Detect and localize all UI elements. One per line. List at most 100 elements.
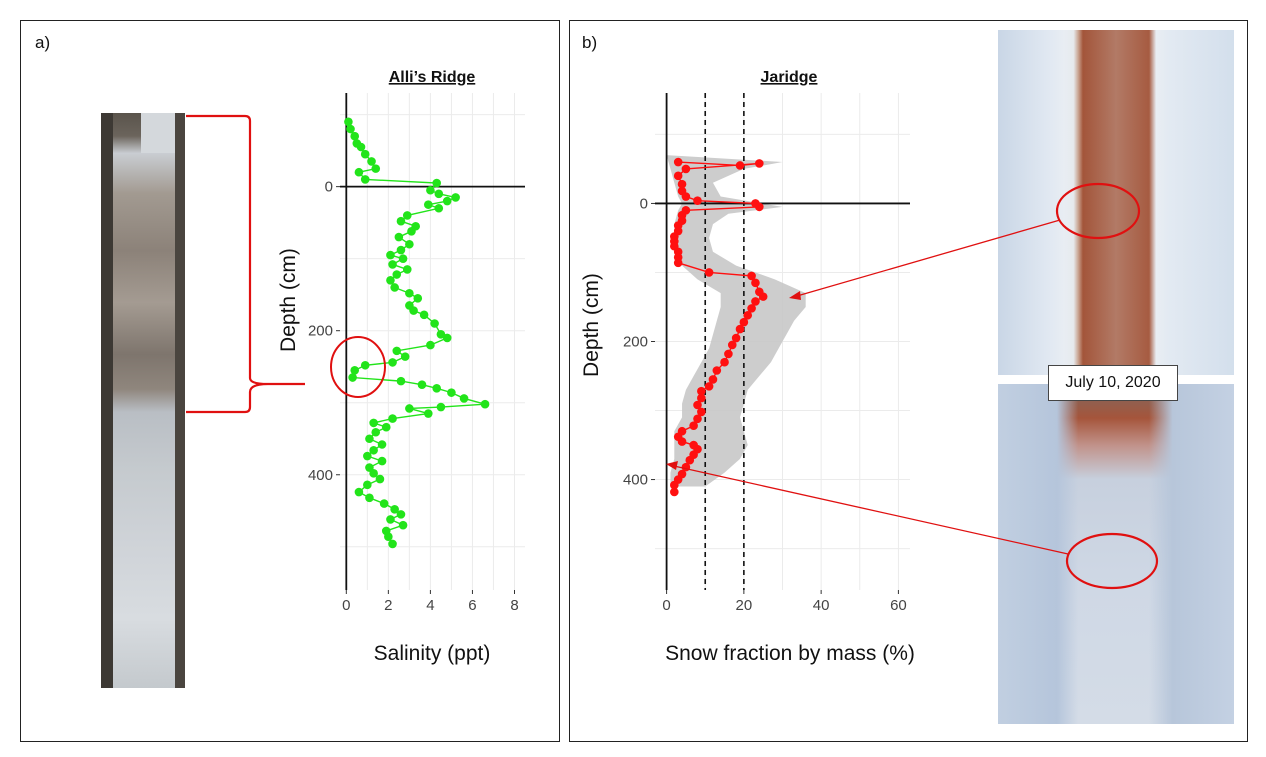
data-point — [354, 167, 364, 177]
data-point — [363, 480, 372, 490]
x-tick-label: 0 — [342, 597, 350, 614]
data-point — [670, 480, 679, 490]
x-tick-label: 4 — [426, 597, 434, 614]
data-point — [413, 293, 423, 303]
data-point — [396, 216, 406, 226]
chart-title: Alli’s Ridge — [389, 69, 476, 86]
data-point — [681, 192, 691, 201]
data-point — [442, 333, 452, 343]
x-tick-label: 6 — [468, 597, 476, 614]
y-tick-label: 200 — [308, 323, 333, 340]
data-point — [396, 510, 406, 519]
data-point — [402, 265, 412, 274]
data-point — [735, 161, 745, 170]
field-core-photo-bottom — [998, 384, 1234, 724]
data-point — [673, 171, 683, 181]
data-point — [697, 386, 706, 396]
data-point — [350, 366, 360, 375]
data-point — [356, 142, 366, 152]
arrow-line-top — [796, 219, 1061, 297]
data-point — [693, 414, 702, 424]
data-point — [386, 515, 395, 524]
data-point — [673, 258, 683, 268]
data-point — [755, 159, 764, 168]
data-point — [400, 352, 410, 361]
data-point — [398, 254, 408, 263]
data-point — [360, 360, 370, 370]
y-axis-label: Depth (cm) — [580, 273, 603, 377]
data-point — [693, 400, 702, 410]
x-tick-label: 20 — [736, 597, 753, 614]
data-point — [402, 211, 412, 220]
data-point — [704, 382, 714, 391]
panel-label-a: a) — [35, 33, 51, 52]
y-axis-label: Depth (cm) — [277, 248, 300, 352]
data-point — [423, 409, 433, 418]
data-point — [423, 200, 433, 209]
data-point — [375, 474, 385, 484]
data-point — [436, 329, 446, 339]
data-point — [720, 357, 729, 367]
data-point — [405, 288, 414, 298]
data-point — [392, 270, 402, 279]
data-point — [442, 196, 452, 206]
data-point — [365, 493, 374, 503]
data-point — [459, 394, 469, 403]
data-point — [386, 250, 395, 260]
x-tick-label: 40 — [813, 597, 830, 614]
data-point — [434, 203, 444, 213]
y-tick-label: 0 — [325, 179, 333, 196]
data-point — [398, 520, 408, 530]
photo-circle-top — [1055, 182, 1141, 240]
photo-circle-bottom — [1065, 532, 1159, 590]
data-point — [346, 124, 355, 134]
data-point — [708, 375, 718, 384]
data-point — [747, 271, 756, 281]
data-point — [693, 196, 702, 205]
data-point — [348, 373, 357, 382]
data-point — [405, 404, 414, 413]
data-point — [751, 278, 760, 288]
data-point — [751, 297, 760, 306]
data-point — [417, 380, 427, 390]
date-callout: July 10, 2020 — [1048, 365, 1178, 401]
data-point — [677, 179, 687, 189]
data-point — [447, 388, 456, 397]
data-point — [436, 402, 446, 412]
data-point — [371, 427, 381, 437]
x-axis-label: Salinity (ppt) — [374, 642, 491, 665]
data-point — [396, 376, 406, 386]
data-point — [354, 487, 364, 497]
chart-snow: 0 20 40 60 0 200 400 Jaridge Snow fraction by ma… — [580, 69, 915, 665]
data-point — [367, 157, 376, 166]
x-tick-label: 2 — [384, 597, 392, 614]
data-point — [388, 260, 397, 269]
data-point — [396, 245, 406, 255]
data-point — [432, 384, 442, 393]
data-point — [407, 226, 416, 236]
core-bracket — [186, 114, 305, 414]
data-point — [724, 349, 733, 359]
data-point — [426, 185, 435, 195]
data-point — [432, 178, 442, 188]
data-point — [369, 418, 378, 428]
data-point — [369, 469, 378, 478]
data-point — [697, 393, 706, 403]
data-point — [363, 451, 372, 461]
data-point — [689, 421, 698, 431]
panel-b: b) July 10, 2020 — [569, 20, 1248, 742]
chart-title: Jaridge — [761, 69, 818, 86]
data-point — [758, 292, 768, 301]
data-point — [434, 189, 444, 199]
data-point — [755, 202, 764, 212]
data-point — [451, 193, 460, 202]
y-tick-label: 0 — [640, 195, 648, 212]
uncertainty-band — [666, 155, 806, 487]
y-tick-label: 400 — [308, 467, 333, 484]
data-point — [697, 407, 706, 417]
data-point — [712, 366, 722, 375]
data-point — [381, 422, 391, 432]
data-point — [344, 117, 353, 127]
data-point — [390, 505, 399, 514]
